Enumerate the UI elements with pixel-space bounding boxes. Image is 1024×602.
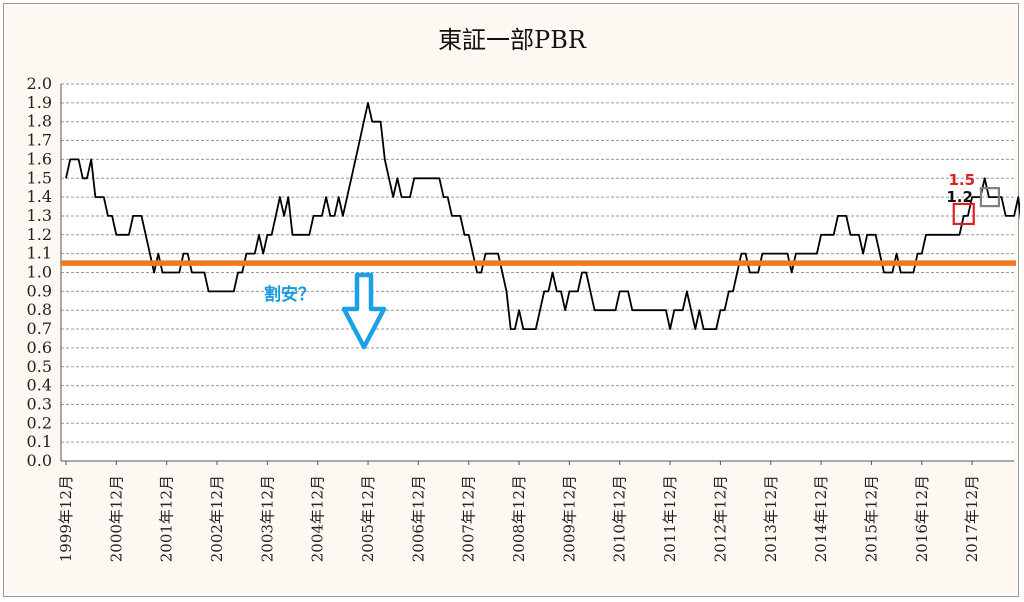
y-tick-label: 1.3 bbox=[27, 206, 52, 225]
x-tick-label: 2011年12月 bbox=[661, 475, 679, 562]
x-tick-label: 2004年12月 bbox=[309, 475, 327, 562]
y-tick-label: 1.0 bbox=[27, 263, 52, 282]
x-tick-label: 2017年12月 bbox=[963, 475, 981, 562]
x-tick-label: 2001年12月 bbox=[158, 475, 176, 562]
pbr-series-line bbox=[65, 102, 1020, 330]
y-tick-label: 1.2 bbox=[27, 225, 52, 244]
x-tick-label: 2010年12月 bbox=[611, 475, 629, 562]
current-value-label: 1.2 bbox=[946, 188, 973, 206]
y-tick-label: 0.7 bbox=[27, 319, 52, 338]
x-tick-label: 2008年12月 bbox=[510, 475, 528, 562]
x-tick-label: 2009年12月 bbox=[560, 475, 578, 562]
chart-frame: 0.0 0.1 0.2 0.3 0.4 0.5 0.6 0.7 0.8 0.9 1.0 1.1 1.2 1… bbox=[3, 3, 1020, 597]
x-tick-label: 2005年12月 bbox=[359, 475, 377, 562]
y-tick-label: 1.5 bbox=[27, 168, 52, 187]
y-tick-label: 0.8 bbox=[27, 300, 52, 319]
y-tick-label: 0.4 bbox=[27, 376, 52, 395]
cheap-label: 割安？ bbox=[264, 284, 315, 305]
x-tick-label: 2013年12月 bbox=[762, 475, 780, 562]
high-value-label: 1.5 bbox=[948, 171, 975, 189]
annotations-layer: 1.51.2 割安？ bbox=[264, 171, 1001, 350]
y-tick-label: 0.1 bbox=[27, 432, 52, 451]
x-tick-label: 2014年12月 bbox=[812, 475, 830, 562]
x-axis-ticks: 1999年12月 2000年12月 2001年12月 2002年12月 2003年12月… bbox=[57, 461, 981, 562]
x-tick-label: 2002年12月 bbox=[208, 475, 226, 562]
y-tick-label: 2.0 bbox=[27, 74, 52, 93]
x-tick-label: 2007年12月 bbox=[460, 475, 478, 562]
y-tick-label: 0.5 bbox=[27, 357, 52, 376]
y-tick-label: 1.8 bbox=[27, 112, 52, 131]
y-tick-label: 1.9 bbox=[27, 93, 52, 112]
y-tick-label: 0.9 bbox=[27, 281, 52, 300]
y-tick-label: 1.6 bbox=[27, 149, 52, 168]
current-marker-box bbox=[979, 187, 1001, 208]
y-tick-label: 1.1 bbox=[27, 244, 52, 263]
y-tick-label: 1.7 bbox=[27, 131, 52, 150]
x-tick-label: 2015年12月 bbox=[862, 475, 880, 562]
chart-grid bbox=[60, 83, 1014, 462]
down-arrow-icon bbox=[341, 272, 387, 350]
x-tick-label: 1999年12月 bbox=[57, 475, 75, 562]
y-axis-ticks: 0.00.10.20.30.40.50.60.70.80.91.01.11.21… bbox=[27, 74, 52, 470]
x-tick-label: 2006年12月 bbox=[409, 475, 427, 562]
y-tick-label: 0.2 bbox=[27, 413, 52, 432]
x-tick-label: 2012年12月 bbox=[711, 475, 729, 562]
x-tick-label: 2016年12月 bbox=[913, 475, 931, 562]
pbr-line-chart: 0.00.10.20.30.40.50.60.70.80.91.01.11.21… bbox=[27, 26, 1020, 562]
high-marker-box bbox=[952, 202, 975, 226]
y-tick-label: 0.6 bbox=[27, 338, 52, 357]
y-tick-label: 0.0 bbox=[27, 451, 52, 470]
x-tick-label: 2003年12月 bbox=[258, 475, 276, 562]
x-tick-label: 2000年12月 bbox=[107, 475, 125, 562]
y-tick-label: 1.4 bbox=[27, 187, 52, 206]
series-layer bbox=[61, 102, 1020, 330]
chart-title: 東証一部PBR bbox=[438, 26, 587, 54]
y-tick-label: 0.3 bbox=[27, 394, 52, 413]
